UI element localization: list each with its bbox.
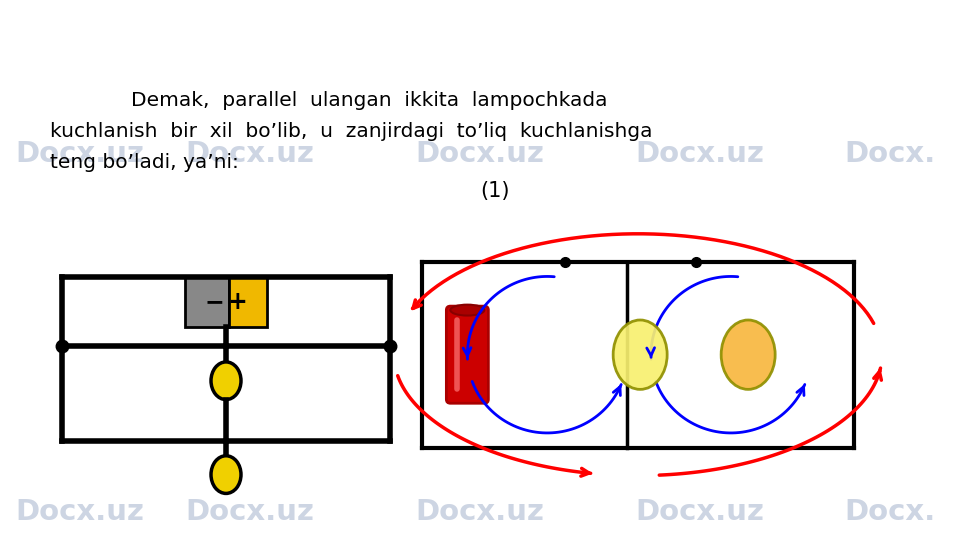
Text: Docx.uz: Docx.uz bbox=[15, 498, 144, 526]
Ellipse shape bbox=[613, 320, 667, 389]
Text: Docx.uz: Docx.uz bbox=[636, 139, 764, 167]
Text: kuchlanish  bir  xil  bo’lib,  u  zanjirdagi  to’liq  kuchlanishga: kuchlanish bir xil bo’lib, u zanjirdagi … bbox=[50, 122, 653, 141]
Ellipse shape bbox=[450, 305, 485, 315]
FancyBboxPatch shape bbox=[446, 306, 489, 403]
Text: Docx.uz: Docx.uz bbox=[636, 498, 764, 526]
Text: Docx.uz: Docx.uz bbox=[185, 139, 315, 167]
Text: Docx.uz: Docx.uz bbox=[15, 139, 144, 167]
Text: Docx.: Docx. bbox=[845, 139, 936, 167]
Text: +: + bbox=[228, 290, 248, 314]
Ellipse shape bbox=[211, 362, 241, 400]
Bar bbox=[185, 278, 229, 327]
Ellipse shape bbox=[721, 320, 775, 389]
Text: (1): (1) bbox=[480, 181, 510, 201]
Text: Docx.uz: Docx.uz bbox=[416, 139, 544, 167]
Text: PARALLEL ULANGAN ZANJIRDA KUCHLANISH: PARALLEL ULANGAN ZANJIRDA KUCHLANISH bbox=[13, 21, 947, 57]
Text: Demak,  parallel  ulangan  ikkita  lampochkada: Demak, parallel ulangan ikkita lampochka… bbox=[80, 91, 620, 110]
Ellipse shape bbox=[211, 456, 241, 494]
Text: teng bo’ladi, ya’ni:: teng bo’ladi, ya’ni: bbox=[50, 152, 239, 172]
Bar bbox=[229, 278, 267, 327]
Text: Docx.uz: Docx.uz bbox=[185, 498, 315, 526]
Text: −: − bbox=[204, 290, 225, 314]
Text: Docx.: Docx. bbox=[845, 498, 936, 526]
Text: Docx.uz: Docx.uz bbox=[416, 498, 544, 526]
